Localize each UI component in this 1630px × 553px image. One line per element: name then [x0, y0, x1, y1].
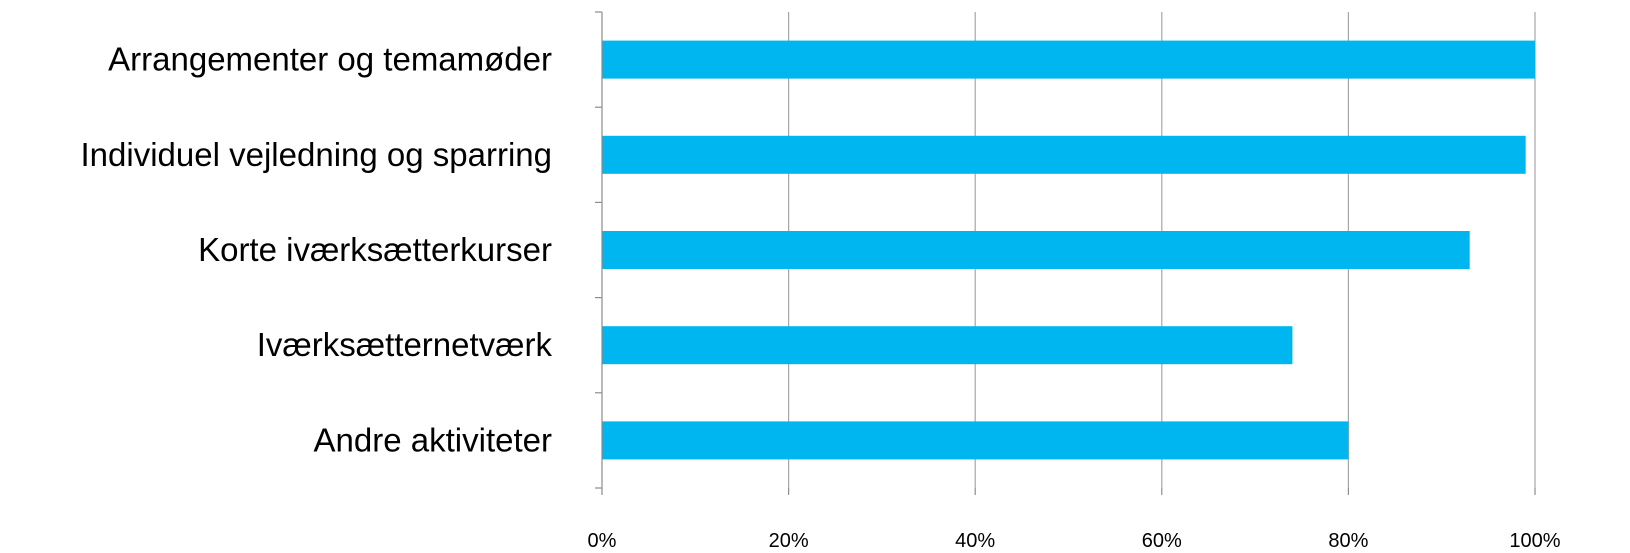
bar: [602, 40, 1535, 79]
x-tick-label: 40%: [955, 530, 995, 552]
bar: [602, 231, 1470, 269]
bar: [602, 135, 1526, 174]
x-tick-label: 80%: [1328, 530, 1368, 552]
x-tick-label: 0%: [588, 530, 617, 552]
x-tick-label: 100%: [1509, 530, 1560, 552]
category-labels: Arrangementer og temamøder Individuel vej…: [81, 41, 553, 459]
category-label: Andre aktiviteter: [314, 421, 552, 458]
x-tick-label: 20%: [769, 530, 809, 552]
category-label: Arrangementer og temamøder: [108, 41, 552, 78]
category-label: Individuel vejledning og sparring: [81, 136, 552, 173]
x-tick-labels: 0% 20% 40% 60% 80% 100%: [588, 530, 1561, 552]
category-label: Iværksætternetværk: [257, 326, 553, 363]
bar: [602, 326, 1293, 365]
bar: [602, 421, 1349, 460]
x-tick-label: 60%: [1142, 530, 1182, 552]
axes: [595, 11, 1536, 495]
bars: [602, 40, 1535, 460]
category-label: Korte iværksætterkurser: [198, 231, 552, 268]
